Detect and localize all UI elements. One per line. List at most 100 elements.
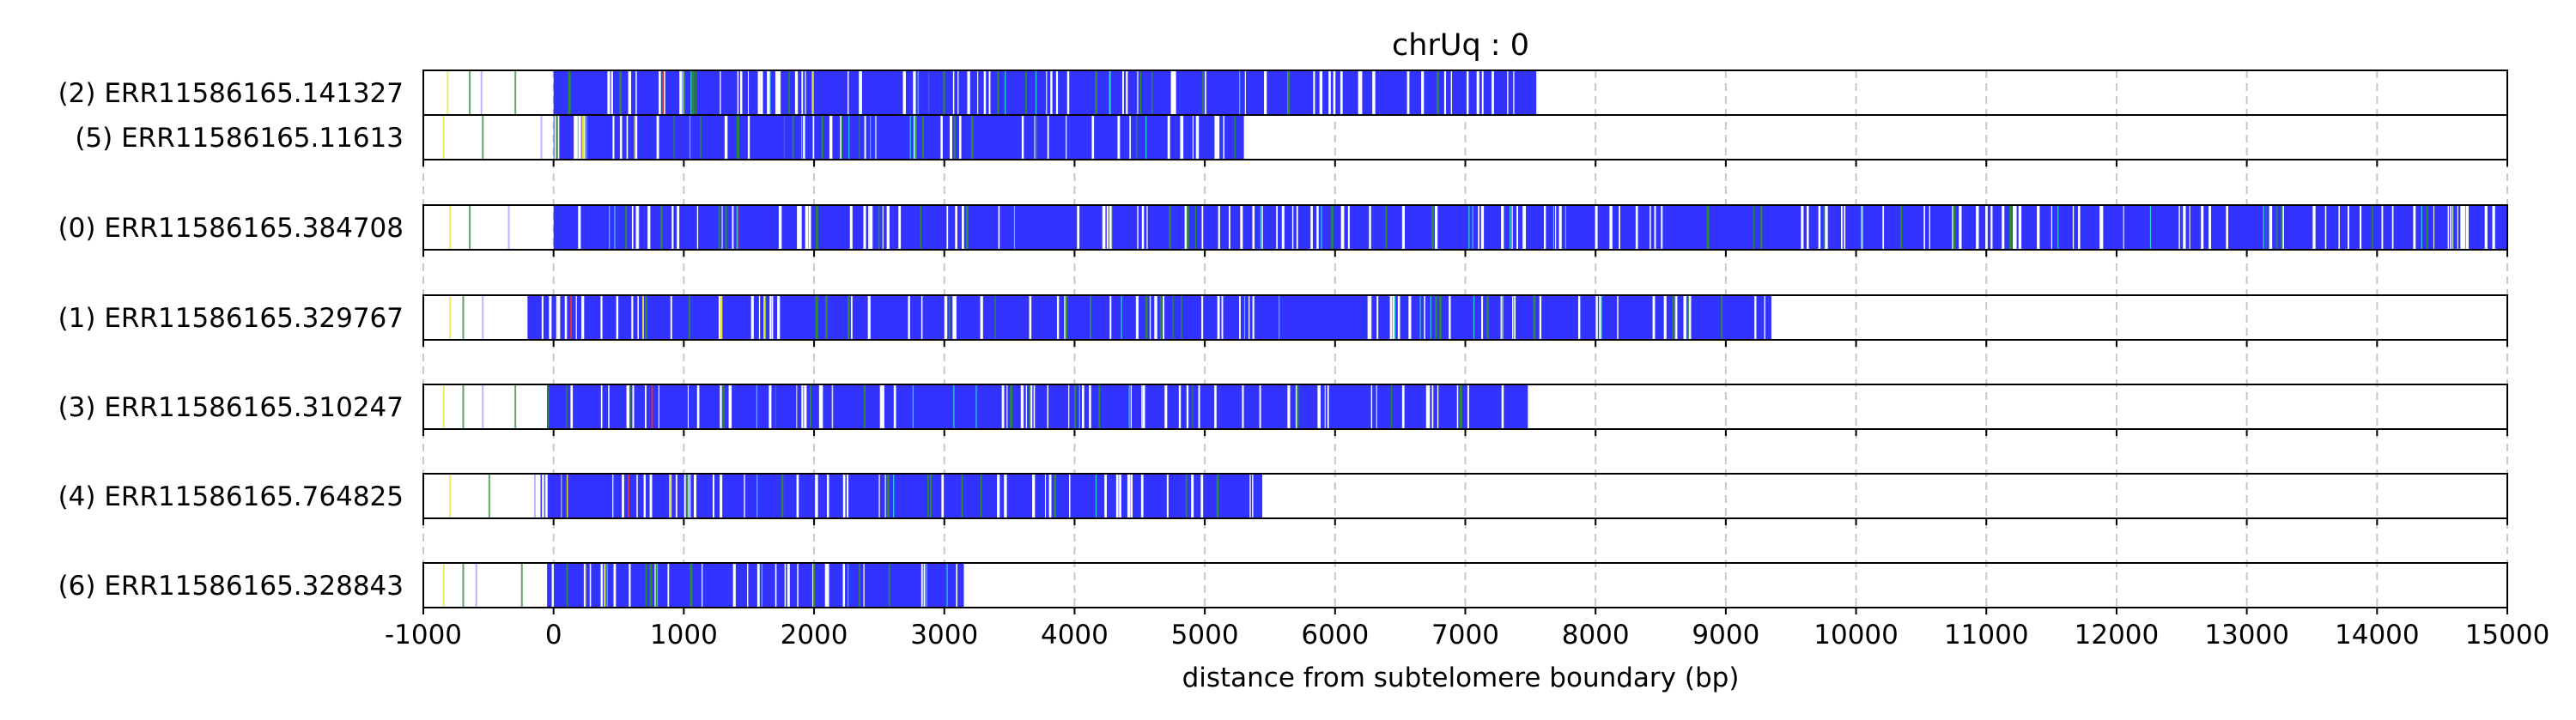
variant-mark: [520, 563, 523, 608]
variant-stripe: [1050, 70, 1053, 115]
variant-stripe: [1173, 70, 1176, 115]
variant-stripe: [543, 474, 545, 518]
variant-stripe: [2324, 205, 2327, 250]
variant-stripe: [1239, 295, 1241, 340]
variant-stripe: [1240, 205, 1243, 250]
variant-stripe: [1316, 205, 1319, 250]
variant-stripe: [848, 295, 850, 340]
variant-stripe: [1276, 205, 1278, 250]
chart-title: chrUq : 0: [1392, 28, 1529, 63]
variant-stripe: [881, 384, 884, 429]
variant-stripe: [884, 474, 886, 518]
read-body: [527, 295, 1771, 340]
variant-stripe: [784, 563, 787, 608]
variant-stripe: [946, 563, 948, 608]
variant-stripe: [1609, 205, 1613, 250]
variant-stripe: [864, 384, 866, 429]
variant-stripe: [1390, 384, 1392, 429]
variant-stripe: [778, 205, 781, 250]
variant-stripe: [801, 70, 804, 115]
variant-stripe: [1392, 295, 1394, 340]
variant-mark: [514, 70, 517, 115]
variant-stripe: [690, 563, 693, 608]
variant-stripe: [1252, 295, 1255, 340]
variant-stripe: [675, 474, 677, 518]
variant-stripe: [1216, 115, 1220, 160]
variant-stripe: [776, 70, 779, 115]
variant-mark: [442, 115, 445, 160]
variant-stripe: [568, 70, 571, 115]
variant-stripe: [998, 205, 1000, 250]
variant-stripe: [1140, 474, 1144, 518]
variant-stripe: [760, 70, 763, 115]
variant-mark: [482, 295, 484, 340]
variant-stripe: [631, 205, 634, 250]
variant-stripe: [756, 474, 758, 518]
variant-stripe: [1198, 384, 1200, 429]
variant-stripe: [962, 205, 964, 250]
variant-stripe: [1319, 384, 1321, 429]
variant-stripe: [635, 115, 638, 160]
variant-stripe: [1137, 70, 1139, 115]
variant-stripe: [1310, 205, 1313, 250]
variant-stripe: [1595, 205, 1597, 250]
variant-stripe: [1287, 384, 1291, 429]
variant-stripe: [1081, 384, 1084, 429]
variant-stripe: [860, 70, 862, 115]
variant-stripe: [1044, 474, 1047, 518]
variant-stripe: [1135, 295, 1139, 340]
variant-stripe: [1358, 70, 1361, 115]
variant-stripe: [878, 205, 880, 250]
variant-stripe: [686, 474, 688, 518]
variant-stripe: [812, 563, 814, 608]
read-body: [553, 70, 1539, 115]
variant-stripe: [1119, 474, 1121, 518]
variant-stripe: [720, 474, 723, 518]
variant-stripe: [606, 563, 608, 608]
variant-stripe: [1191, 474, 1194, 518]
variant-stripe: [923, 563, 926, 608]
x-axis-label: distance from subtelomere boundary (bp): [1182, 663, 1740, 693]
variant-stripe: [848, 115, 850, 160]
variant-mark: [462, 563, 465, 608]
variant-stripe: [867, 295, 871, 340]
variant-stripe: [1431, 384, 1434, 429]
variant-stripe: [1753, 205, 1755, 250]
variant-stripe: [763, 295, 766, 340]
variant-stripe: [878, 474, 880, 518]
variant-stripe: [1167, 115, 1170, 160]
variant-stripe: [1760, 205, 1763, 250]
variant-stripe: [1025, 384, 1028, 429]
variant-mark: [469, 70, 471, 115]
variant-stripe: [875, 115, 877, 160]
variant-mark: [507, 205, 510, 250]
variant-stripe: [1721, 295, 1723, 340]
variant-stripe: [635, 70, 637, 115]
variant-stripe: [803, 115, 805, 160]
variant-stripe: [1536, 70, 1540, 115]
variant-stripe: [1487, 295, 1489, 340]
variant-stripe: [777, 295, 780, 340]
variant-stripe: [1029, 384, 1032, 429]
variant-stripe: [1047, 115, 1049, 160]
variant-stripe: [645, 295, 647, 340]
variant-stripe: [1343, 205, 1345, 250]
variant-stripe: [1389, 295, 1393, 340]
variant-stripe: [1324, 384, 1326, 429]
variant-stripe: [718, 205, 720, 250]
variant-stripe: [1180, 115, 1182, 160]
variant-stripe: [570, 384, 574, 429]
variant-stripe: [758, 563, 760, 608]
variant-stripe: [660, 205, 663, 250]
variant-stripe: [888, 563, 890, 608]
variant-stripe: [1661, 205, 1663, 250]
variant-stripe: [1501, 295, 1503, 340]
variant-stripe: [2123, 205, 2124, 250]
variant-stripe: [737, 70, 739, 115]
variant-stripe: [1654, 205, 1656, 250]
variant-stripe: [600, 384, 603, 429]
variant-stripe: [1437, 384, 1439, 429]
variant-stripe: [1109, 205, 1112, 250]
variant-stripe: [750, 295, 754, 340]
variant-stripe: [1401, 384, 1405, 429]
